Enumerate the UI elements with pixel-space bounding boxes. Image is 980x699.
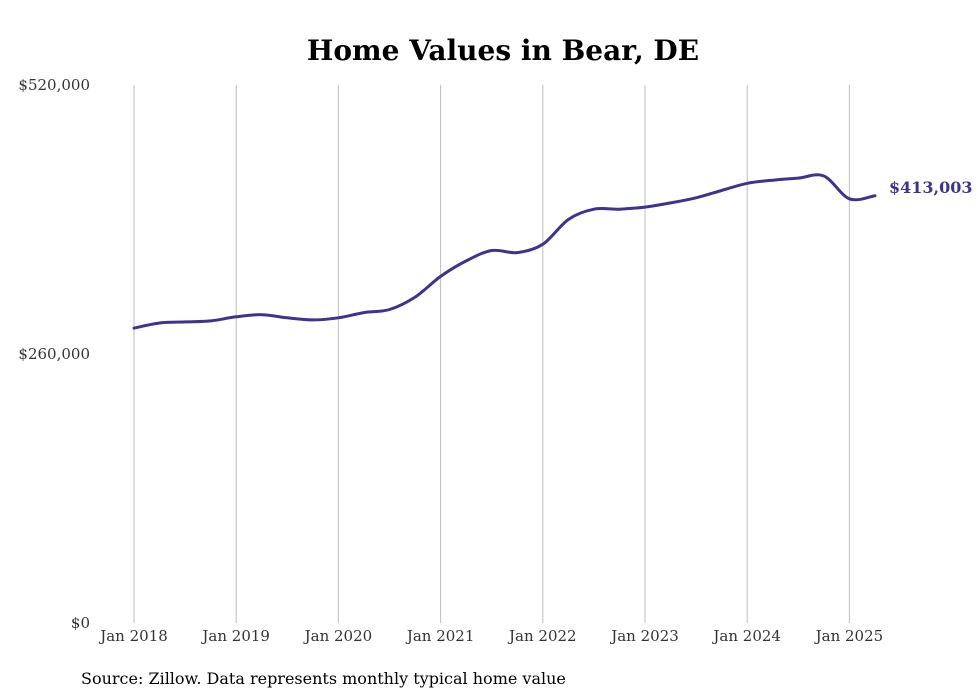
x-tick-label: Jan 2023 (609, 627, 679, 645)
x-tick-label: Jan 2019 (200, 627, 270, 645)
x-tick-label: Jan 2018 (98, 627, 168, 645)
chart-title: Home Values in Bear, DE (307, 34, 699, 67)
x-tick-label: Jan 2024 (711, 627, 781, 645)
y-tick-label: $520,000 (18, 76, 90, 94)
end-value-label: $413,003 (889, 178, 973, 197)
x-tick-label: Jan 2020 (303, 627, 373, 645)
x-tick-label: Jan 2022 (507, 627, 577, 645)
y-axis-ticks: $520,000 $260,000 $0 (18, 76, 90, 632)
gridlines (133, 85, 850, 623)
x-axis-ticks: Jan 2018 Jan 2019 Jan 2020 Jan 2021 Jan 2022… (98, 627, 883, 645)
x-tick-label: Jan 2025 (814, 627, 884, 645)
y-tick-label: $260,000 (18, 345, 90, 363)
x-tick-label: Jan 2021 (405, 627, 475, 645)
source-note: Source: Zillow. Data represents monthly … (81, 669, 566, 688)
series-line-home-value (132, 173, 877, 330)
y-tick-label: $0 (71, 614, 90, 632)
